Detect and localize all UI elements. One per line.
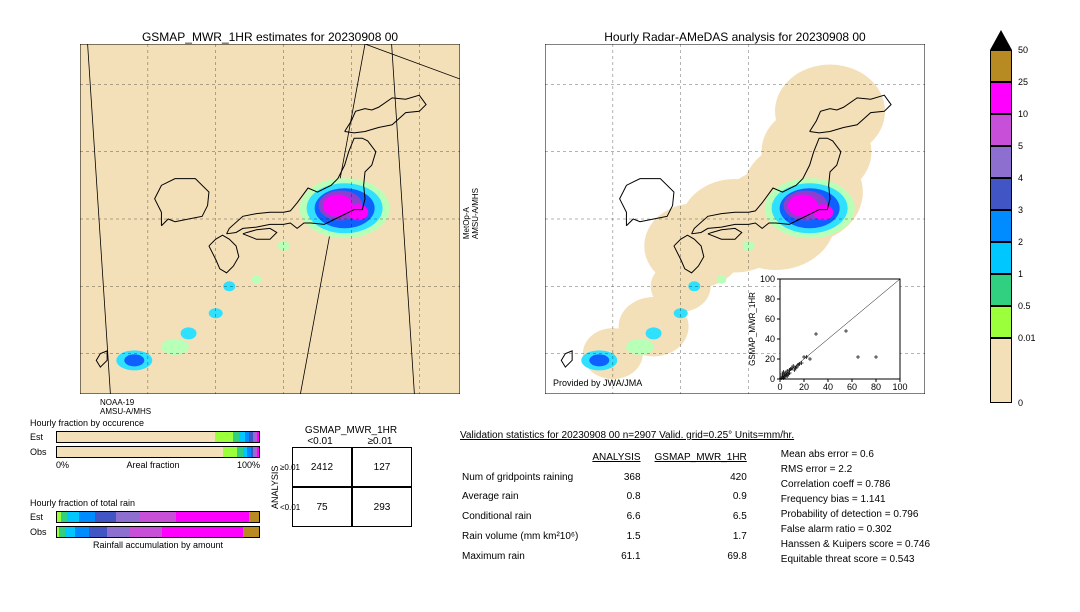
stats-h1: ANALYSIS xyxy=(592,449,652,466)
stats-left: ANALYSISGSMAP_MWR_1HR Num of gridpoints … xyxy=(460,447,761,567)
stats-row: Average rain0.80.9 xyxy=(462,488,759,506)
svg-text:40: 40 xyxy=(823,382,833,392)
frac-tot-scale: Rainfall accumulation by amount xyxy=(93,540,223,550)
ct-c00: 2412 xyxy=(292,447,352,487)
ct-c11: 293 xyxy=(352,487,412,527)
fraction-occurrence: Hourly fraction by occurence EstObs 0% A… xyxy=(30,418,260,470)
fraction-totalrain: Hourly fraction of total rain EstObs Rai… xyxy=(30,498,260,550)
annot-noaa: NOAA-19AMSU-A/MHS xyxy=(100,398,151,416)
frac-row: Est xyxy=(30,510,260,524)
map-right: Hourly Radar-AMeDAS analysis for 2023090… xyxy=(545,30,925,394)
stats-metric: Probability of detection = 0.796 xyxy=(781,507,930,522)
svg-text:20: 20 xyxy=(765,354,775,364)
cb-label: 2 xyxy=(1018,237,1023,247)
svg-text:GSMAP_MWR_1HR: GSMAP_MWR_1HR xyxy=(748,292,757,366)
cb-label: 5 xyxy=(1018,141,1023,151)
stats-title: Validation statistics for 20230908 00 n=… xyxy=(460,430,930,441)
map-title: Hourly Radar-AMeDAS analysis for 2023090… xyxy=(545,30,925,44)
cb-label: 4 xyxy=(1018,173,1023,183)
cb-label: 3 xyxy=(1018,205,1023,215)
ct-row1: <0.01 xyxy=(280,503,292,512)
cb-label: 50 xyxy=(1018,45,1028,55)
stats-metric: Correlation coeff = 0.786 xyxy=(781,477,930,492)
svg-text:100: 100 xyxy=(892,382,907,392)
ct-c01: 127 xyxy=(352,447,412,487)
cb-label: 0.01 xyxy=(1018,333,1036,343)
svg-text:20: 20 xyxy=(799,382,809,392)
frac-occ-title: Hourly fraction by occurence xyxy=(30,418,260,428)
map-title: GSMAP_MWR_1HR estimates for 20230908 00 xyxy=(80,30,460,44)
stats-right: Mean abs error = 0.6RMS error = 2.2Corre… xyxy=(781,447,930,567)
annot-metop: MetOp-AAMSU-A/MHS xyxy=(462,188,480,239)
svg-text:40: 40 xyxy=(765,334,775,344)
stats-metric: Mean abs error = 0.6 xyxy=(781,447,930,462)
svg-text:60: 60 xyxy=(847,382,857,392)
svg-text:0: 0 xyxy=(770,374,775,384)
svg-text:100: 100 xyxy=(760,274,775,284)
svg-text:80: 80 xyxy=(765,294,775,304)
frac-row: Obs xyxy=(30,445,260,459)
svg-text:60: 60 xyxy=(765,314,775,324)
ct-col1: ≥0.01 xyxy=(350,436,410,447)
stats-metric: Hanssen & Kuipers score = 0.746 xyxy=(781,537,930,552)
ct-row0: ≥0.01 xyxy=(280,463,292,472)
stats-metric: Frequency bias = 1.141 xyxy=(781,492,930,507)
frac-scale-mid: Areal fraction xyxy=(126,460,179,470)
stats-metric: Equitable threat score = 0.543 xyxy=(781,552,930,567)
stats-row: Conditional rain6.66.5 xyxy=(462,508,759,526)
contingency-table: GSMAP_MWR_1HR <0.01 ≥0.01 ANALYSIS ≥0.01… xyxy=(270,425,412,527)
ct-row-header: ANALYSIS xyxy=(270,447,280,527)
validation-stats: Validation statistics for 20230908 00 n=… xyxy=(460,430,930,567)
svg-text:Provided by JWA/JMA: Provided by JWA/JMA xyxy=(553,378,642,388)
ct-col0: <0.01 xyxy=(290,436,350,447)
frac-row: Est xyxy=(30,430,260,444)
cb-label: 25 xyxy=(1018,77,1028,87)
svg-text:0: 0 xyxy=(777,382,782,392)
frac-scale-100: 100% xyxy=(237,460,260,470)
stats-row: Maximum rain61.169.8 xyxy=(462,547,759,565)
ct-c10: 75 xyxy=(292,487,352,527)
colorbar: 502510543210.50.010 xyxy=(990,30,1012,403)
frac-row: Obs xyxy=(30,525,260,539)
cb-label: 1 xyxy=(1018,269,1023,279)
ct-col-header: GSMAP_MWR_1HR xyxy=(290,425,412,436)
map-left: GSMAP_MWR_1HR estimates for 20230908 002… xyxy=(80,30,460,394)
frac-scale-0: 0% xyxy=(56,460,69,470)
stats-h2: GSMAP_MWR_1HR xyxy=(655,449,759,466)
stats-row: Rain volume (mm km²10⁶)1.51.7 xyxy=(462,528,759,546)
stats-row: Num of gridpoints raining368420 xyxy=(462,468,759,486)
cb-label: 0.5 xyxy=(1018,301,1031,311)
stats-metric: RMS error = 2.2 xyxy=(781,462,930,477)
cb-label: 10 xyxy=(1018,109,1028,119)
svg-text:80: 80 xyxy=(871,382,881,392)
frac-tot-title: Hourly fraction of total rain xyxy=(30,498,260,508)
stats-metric: False alarm ratio = 0.302 xyxy=(781,522,930,537)
